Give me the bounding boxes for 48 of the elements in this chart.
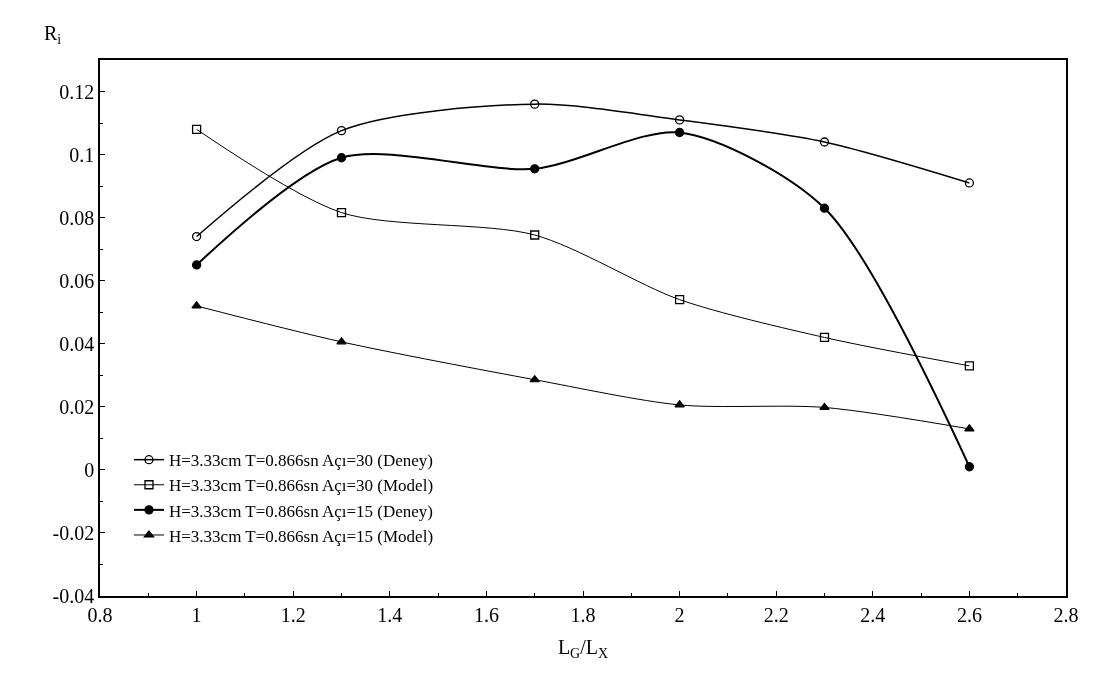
y-tick-label: 0.08 [59,206,95,229]
y-tick-label: 0.1 [69,143,95,166]
point [964,424,975,432]
point [530,99,540,109]
point [191,260,202,270]
point [819,402,830,411]
point [964,361,975,371]
point [964,178,975,188]
x-tick-label: 1 [191,603,202,626]
point [336,153,347,163]
x-tick-label: 2.6 [956,603,982,626]
y-tick-label: -0.02 [52,521,95,544]
x-tick-label: 2.4 [860,603,886,626]
legend-label: H=3.33cm T=0.866sn Açı=30 (Model) [168,476,434,496]
point [674,400,685,408]
point [191,301,202,309]
point [336,337,347,345]
x-tick-label: 1.4 [377,603,403,626]
point [674,294,685,305]
x-axis-title: L$_{G}$/L$_{X}$ [557,635,609,661]
point [674,115,685,125]
legend-label: H=3.33cm T=0.866sn Açı=15 (Model) [168,526,434,546]
point [964,462,975,472]
x-tick-label: 2.8 [1053,603,1079,626]
point [336,207,347,218]
point [530,230,540,240]
legend-label: H=3.33cm T=0.866sn Açı=15 (Deney) [168,501,434,521]
x-tick-label: 1.2 [280,603,306,626]
x-tick-label: 2 [674,603,685,626]
point [336,125,347,136]
point [530,164,540,174]
y-tick-label: 0.12 [59,80,95,103]
point [191,124,202,135]
x-tick-label: 2.2 [763,603,789,626]
y-tick-label: 0 [84,458,95,481]
point [819,203,830,213]
x-tick-label: 1.6 [473,603,499,626]
y-axis-title: R$_{i}$ [44,22,62,48]
y-tick-label: 0.02 [59,395,95,418]
point [674,127,685,138]
point [191,231,202,242]
y-tick-label: 0.04 [59,332,95,355]
legend-label: H=3.33cm T=0.866sn Açı=30 (Deney) [168,451,434,471]
point [529,375,540,383]
y-tick-label: 0.06 [59,269,95,292]
x-tick-label: 1.8 [570,603,596,626]
point [819,137,830,147]
point [819,332,830,343]
